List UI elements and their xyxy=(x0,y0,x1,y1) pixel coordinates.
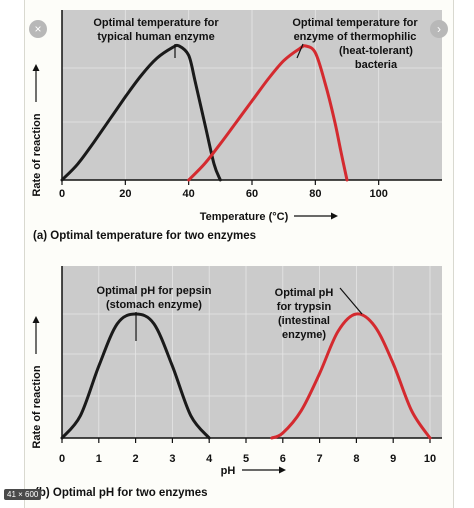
chart-caption: (a) Optimal temperature for two enzymes xyxy=(33,230,256,242)
x-axis-label: pH xyxy=(221,465,236,477)
x-tick-label: 0 xyxy=(59,188,65,200)
x-tick-label: 100 xyxy=(369,188,387,200)
annotation-bacteria: enzyme of thermophilic xyxy=(294,31,417,43)
chart-caption: (b) Optimal pH for two enzymes xyxy=(35,487,208,499)
annotation-bacteria: Optimal temperature for xyxy=(292,17,418,29)
annotation-human: typical human enzyme xyxy=(97,31,214,43)
x-tick-label: 3 xyxy=(169,453,175,465)
annotation-trypsin: for trypsin xyxy=(277,301,332,313)
x-tick-label: 2 xyxy=(133,453,139,465)
x-tick-label: 0 xyxy=(59,453,65,465)
y-axis-label: Rate of reaction xyxy=(31,113,43,196)
curve-bacteria xyxy=(187,44,349,182)
x-tick-label: 10 xyxy=(424,453,436,465)
y-axis-arrowhead xyxy=(32,64,40,71)
x-axis-label: Temperature (°C) xyxy=(200,211,289,223)
x-tick-label: 40 xyxy=(183,188,195,200)
curve-trypsin xyxy=(270,312,432,440)
plot-area xyxy=(62,266,442,438)
annotation-pepsin: Optimal pH for pepsin xyxy=(97,285,212,297)
x-tick-label: 60 xyxy=(246,188,258,200)
image-size-badge: 41 × 600 xyxy=(4,489,42,500)
x-axis-arrowhead xyxy=(331,212,338,220)
curve-human xyxy=(60,43,222,182)
x-tick-label: 6 xyxy=(280,453,286,465)
annotation-trypsin: Optimal pH xyxy=(275,287,334,299)
x-tick-label: 1 xyxy=(96,453,102,465)
next-arrow-icon[interactable]: › xyxy=(430,20,448,38)
x-axis-arrowhead xyxy=(279,466,286,474)
chart-temperature: 0 20 40 60 80 100 Temperature (°C) Rate of reac… xyxy=(31,10,442,242)
chart-ph: 0 1 2 3 4 5 6 7 8 9 10 pH Rate of reaction (b) Optima… xyxy=(31,266,442,499)
close-icon[interactable]: × xyxy=(29,20,47,38)
annotation-pepsin: (stomach enzyme) xyxy=(106,299,202,311)
y-axis-label: Rate of reaction xyxy=(31,365,43,448)
annotation-pointer-trypsin xyxy=(339,287,363,315)
annotation-pointer-bacteria xyxy=(296,43,304,59)
x-tick-label: 4 xyxy=(206,453,213,465)
annotation-bacteria: bacteria xyxy=(355,59,398,71)
x-tick-label: 80 xyxy=(309,188,321,200)
y-axis-arrowhead xyxy=(32,316,40,323)
x-tick-label: 9 xyxy=(390,453,396,465)
annotation-trypsin: enzyme) xyxy=(282,329,326,341)
annotation-trypsin: (intestinal xyxy=(278,315,330,327)
x-tick-label: 8 xyxy=(353,453,359,465)
x-tick-label: 20 xyxy=(119,188,131,200)
annotation-human: Optimal temperature for xyxy=(93,17,219,29)
x-tick-label: 7 xyxy=(317,453,323,465)
annotation-bacteria: (heat-tolerant) xyxy=(339,45,413,57)
x-tick-label: 5 xyxy=(243,453,249,465)
